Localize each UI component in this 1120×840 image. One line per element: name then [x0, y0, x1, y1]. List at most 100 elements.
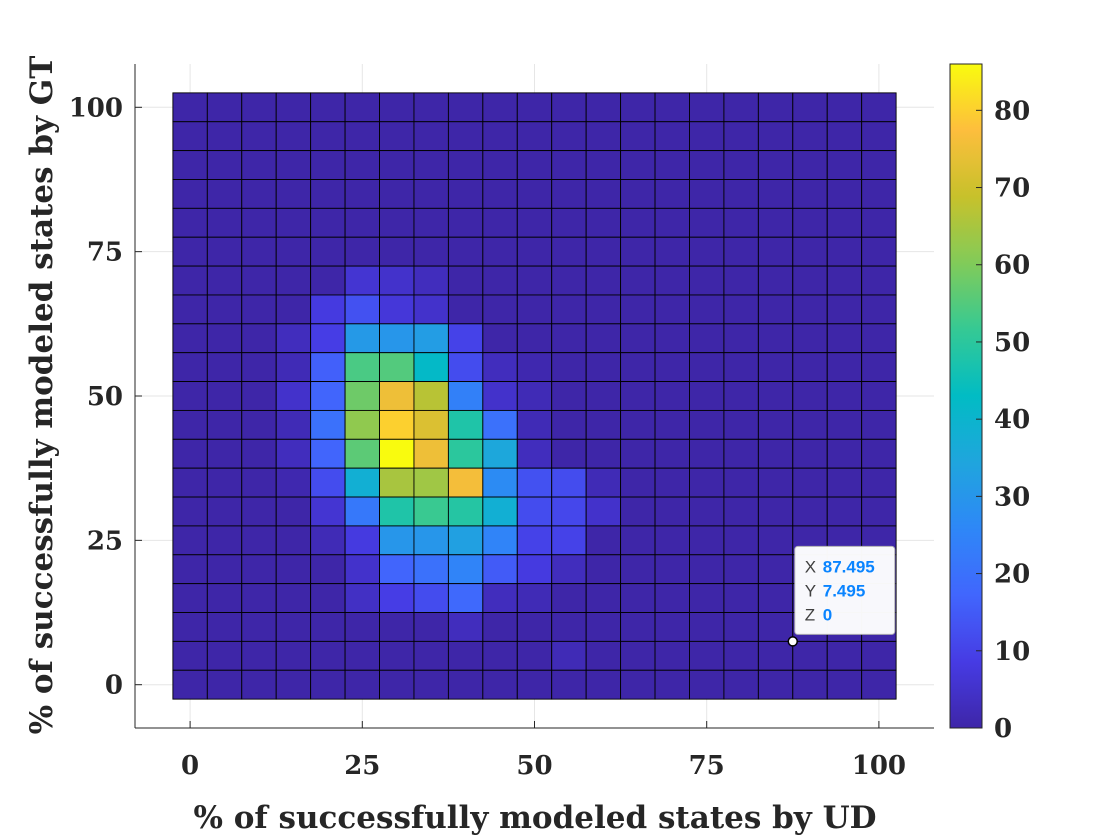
- heatmap-cell: [241, 236, 277, 267]
- heatmap-cell: [516, 381, 553, 411]
- heatmap-cell: [723, 265, 759, 296]
- heatmap-cell: [723, 150, 759, 180]
- heatmap-cell: [275, 179, 312, 209]
- heatmap-cell: [757, 179, 794, 209]
- heatmap-cell: [551, 381, 587, 411]
- heatmap-cell: [826, 352, 863, 383]
- heatmap-cell: [344, 294, 380, 325]
- heatmap-cell: [723, 381, 759, 411]
- heatmap-cell: [172, 265, 208, 296]
- heatmap-cell: [516, 640, 553, 671]
- x-tick-label: 100: [852, 751, 906, 781]
- heatmap-cell: [206, 207, 243, 238]
- heatmap-cell: [241, 640, 277, 671]
- heatmap-cell: [413, 467, 449, 498]
- colorbar-tick-label: 50: [994, 328, 1030, 358]
- heatmap-cell: [275, 265, 312, 296]
- heatmap-cell: [861, 381, 897, 411]
- heatmap-cell: [654, 496, 690, 527]
- heatmap-cell: [826, 640, 863, 671]
- colorbar-tick-label: 30: [994, 482, 1030, 512]
- heatmap-cell: [482, 640, 518, 671]
- heatmap-cell: [172, 583, 208, 613]
- heatmap-cell: [275, 554, 312, 585]
- heatmap-cell: [826, 438, 863, 469]
- datatip[interactable]: X 87.495 Y 7.495 Z 0: [787, 545, 896, 647]
- heatmap-cell: [482, 323, 518, 354]
- heatmap-cell: [620, 669, 656, 700]
- y-tick-label: 50: [87, 382, 123, 412]
- heatmap-cell: [413, 496, 449, 527]
- heatmap-cell: [379, 121, 415, 152]
- heatmap-cell: [344, 381, 380, 411]
- heatmap-cell: [551, 323, 587, 354]
- heatmap-cell: [585, 583, 622, 613]
- heatmap-cell: [344, 323, 380, 354]
- heatmap-cell: [172, 207, 208, 238]
- heatmap-cell: [551, 496, 587, 527]
- heatmap-cell: [516, 150, 553, 180]
- heatmap-cell: [206, 352, 243, 383]
- heatmap-cell: [585, 207, 622, 238]
- heatmap-cell: [689, 381, 725, 411]
- heatmap-cell: [241, 583, 277, 613]
- heatmap-cell: [275, 150, 312, 180]
- heatmap-cell: [585, 294, 622, 325]
- heatmap-cell: [585, 236, 622, 267]
- x-tick-label: 75: [689, 751, 725, 781]
- heatmap-cell: [344, 207, 380, 238]
- heatmap-cell: [379, 438, 415, 469]
- heatmap-cell: [172, 612, 208, 642]
- heatmap-cell: [413, 583, 449, 613]
- heatmap-cell: [206, 179, 243, 209]
- heatmap-cell: [689, 438, 725, 469]
- heatmap-cell: [310, 121, 346, 152]
- y-tick-label: 100: [69, 93, 123, 123]
- heatmap-cell: [379, 294, 415, 325]
- heatmap-cell: [447, 352, 484, 383]
- heatmap-cell: [826, 669, 863, 700]
- heatmap-cell: [413, 669, 449, 700]
- heatmap-cell: [344, 438, 380, 469]
- heatmap-cell: [172, 669, 208, 700]
- heatmap-cell: [275, 236, 312, 267]
- heatmap-cell: [241, 294, 277, 325]
- heatmap-cell: [654, 179, 690, 209]
- heatmap-cell: [344, 409, 380, 440]
- heatmap-cell: [551, 150, 587, 180]
- heatmap-cell: [861, 236, 897, 267]
- heatmap-cell: [241, 323, 277, 354]
- heatmap-cell: [310, 352, 346, 383]
- x-axis-label: % of successfully modeled states by UD: [193, 800, 876, 836]
- heatmap-cell: [241, 496, 277, 527]
- heatmap-cell: [792, 640, 828, 671]
- x-tick-label: 50: [516, 751, 552, 781]
- heatmap-cell: [792, 467, 828, 498]
- heatmap-cell: [723, 554, 759, 585]
- heatmap-cell: [344, 640, 380, 671]
- heatmap-cell: [206, 669, 243, 700]
- heatmap-cell: [379, 496, 415, 527]
- heatmap-cell: [310, 92, 346, 123]
- heatmap-cells: [172, 92, 897, 700]
- heatmap-cell: [241, 352, 277, 383]
- heatmap-cell: [861, 207, 897, 238]
- colorbar-bar: [949, 63, 983, 729]
- heatmap-cell: [826, 409, 863, 440]
- heatmap-cell: [654, 438, 690, 469]
- heatmap-cell: [275, 352, 312, 383]
- heatmap-cell: [206, 467, 243, 498]
- heatmap-cell: [723, 179, 759, 209]
- heatmap-cell: [826, 150, 863, 180]
- heatmap-cell: [620, 525, 656, 556]
- heatmap-cell: [792, 438, 828, 469]
- heatmap-cell: [310, 323, 346, 354]
- heatmap-cell: [585, 265, 622, 296]
- heatmap-cell: [723, 496, 759, 527]
- heatmap-cell: [620, 179, 656, 209]
- heatmap-cell: [585, 409, 622, 440]
- heatmap-cell: [516, 612, 553, 642]
- heatmap-cell: [344, 352, 380, 383]
- heatmap-cell: [654, 612, 690, 642]
